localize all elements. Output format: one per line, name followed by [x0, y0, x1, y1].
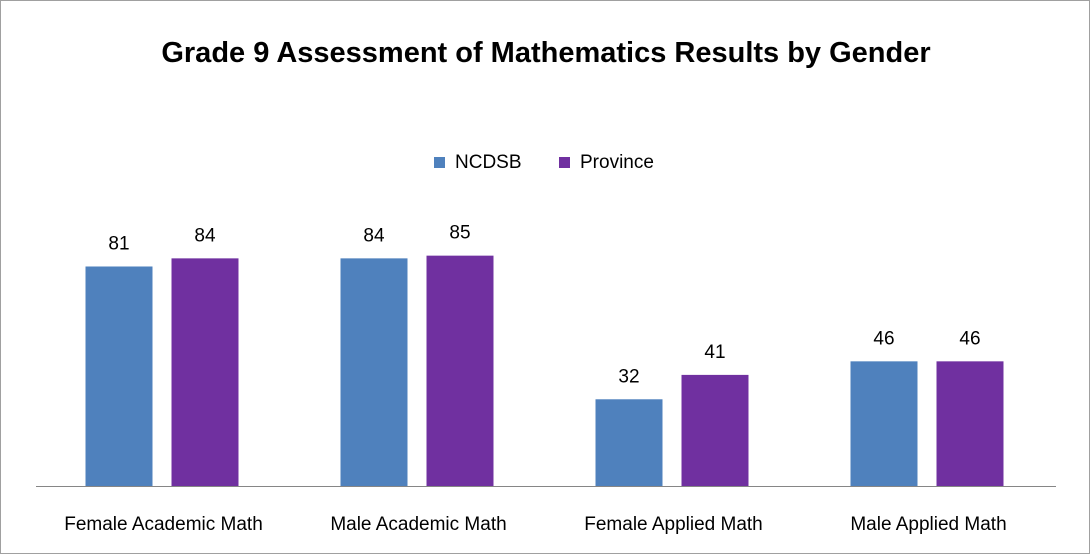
x-tick-label: Female Applied Math — [584, 514, 763, 535]
chart-title: Grade 9 Assessment of Mathematics Result… — [161, 37, 931, 69]
x-tick-label: Male Applied Math — [850, 514, 1006, 535]
x-tick-label: Female Academic Math — [64, 514, 263, 535]
data-label: 32 — [618, 366, 639, 387]
legend-label: NCDSB — [455, 152, 522, 173]
bar — [681, 374, 749, 486]
legend-label: Province — [580, 152, 654, 173]
legend-swatch — [559, 157, 570, 168]
bar — [171, 258, 239, 486]
x-tick-label: Male Academic Math — [330, 514, 506, 535]
data-label: 81 — [108, 234, 129, 255]
bar — [426, 255, 494, 486]
data-label: 41 — [704, 342, 725, 363]
bar — [85, 266, 153, 486]
bar — [850, 361, 918, 486]
data-label: 46 — [873, 328, 894, 349]
bar — [595, 399, 663, 486]
data-label: 85 — [449, 223, 470, 244]
data-label: 84 — [363, 225, 385, 246]
data-label: 46 — [959, 328, 980, 349]
legend-swatch — [434, 157, 445, 168]
bar — [340, 258, 408, 486]
data-label: 84 — [194, 225, 216, 246]
bar — [936, 361, 1004, 486]
